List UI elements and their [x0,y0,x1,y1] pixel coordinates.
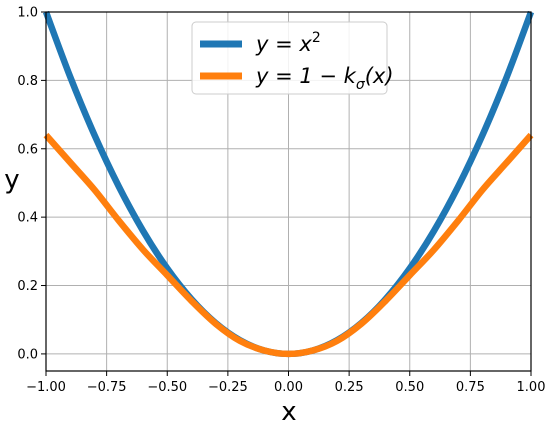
y-tick-label: 0.0 [17,347,38,362]
x-tick-label: 1.00 [517,380,546,395]
x-tick-label: −0.50 [147,380,187,395]
y-tick-label: 0.4 [17,211,38,226]
series-line-one-minus-k [43,132,534,358]
legend-entry-label: y = x2 [255,30,321,56]
x-tick-label: 0.50 [395,380,424,395]
x-axis-label: x [281,397,296,425]
x-tick-label: 0.25 [335,380,364,395]
x-tick-label: 0.75 [456,380,485,395]
y-tick-label: 0.2 [17,279,38,294]
legend: y = x2 y = 1 − kσ(x) [191,21,394,95]
x-tick-label: −1.00 [26,380,66,395]
y-axis-label: y [4,165,19,195]
x-tick-label: −0.75 [87,380,127,395]
series-layer [42,10,535,358]
ticks: −1.00 −0.75 −0.50 −0.25 0.00 0.25 0.50 0.75 1.00… [17,6,545,396]
y-tick-label: 1.0 [17,6,38,21]
legend-entry-label: y = 1 − kσ(x) [255,64,394,93]
y-tick-label: 0.8 [17,74,38,89]
x-tick-label: 0.00 [274,380,303,395]
x-tick-label: −0.25 [208,380,248,395]
y-tick-label: 0.6 [17,142,38,157]
